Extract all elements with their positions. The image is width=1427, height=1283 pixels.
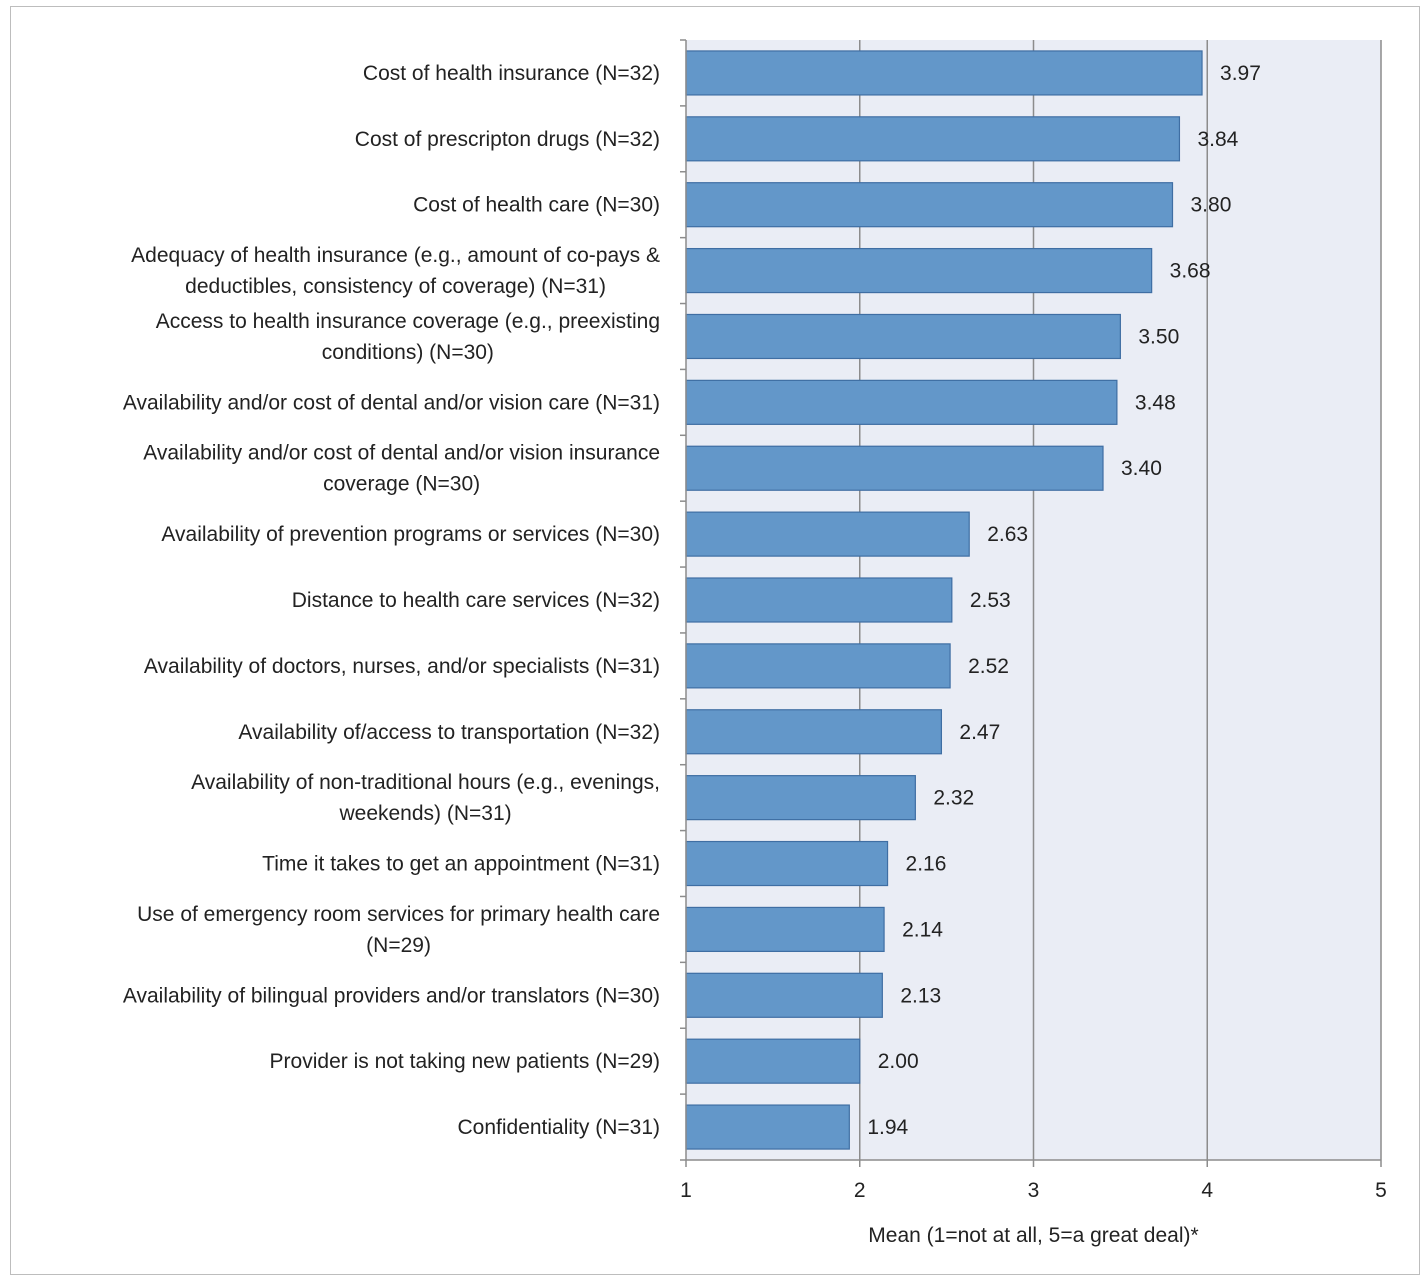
category-label: Cost of prescripton drugs (N=32): [355, 128, 660, 151]
category-labels: Cost of health insurance (N=32) Cost of p…: [123, 62, 660, 1139]
x-tick-label: 1: [680, 1179, 692, 1202]
bar: [685, 50, 1203, 96]
value-label: 3.84: [1197, 128, 1238, 151]
bar: [685, 445, 1104, 491]
value-label: 2.14: [902, 918, 943, 941]
value-label: 3.68: [1170, 260, 1211, 283]
category-label: Availability and/or cost of dental and/o…: [143, 442, 660, 496]
bars: [685, 50, 1203, 1150]
x-axis-title: Mean (1=not at all, 5=a great deal)*: [868, 1224, 1198, 1247]
category-label-line: coverage (N=30): [323, 473, 480, 496]
category-label: Adequacy of health insurance (e.g., amou…: [131, 244, 660, 298]
category-label-line: Cost of prescripton drugs (N=32): [355, 128, 660, 151]
bar: [685, 643, 951, 689]
value-label: 3.50: [1138, 325, 1179, 348]
category-label-line: conditions) (N=30): [322, 341, 494, 364]
value-label: 2.47: [959, 721, 1000, 744]
category-label: Time it takes to get an appointment (N=3…: [262, 853, 660, 876]
x-tick-label: 4: [1201, 1179, 1213, 1202]
category-label: Access to health insurance coverage (e.g…: [156, 310, 660, 364]
x-tick-label: 3: [1028, 1179, 1040, 1202]
bar: [685, 182, 1174, 228]
category-label-line: Distance to health care services (N=32): [292, 589, 660, 612]
category-label-line: Availability and/or cost of dental and/o…: [143, 442, 660, 465]
category-label-line: Availability of prevention programs or s…: [161, 523, 660, 546]
category-label: Availability of prevention programs or s…: [161, 523, 660, 546]
value-label: 3.48: [1135, 391, 1176, 414]
bar: [685, 511, 970, 557]
category-label-line: deductibles, consistency of coverage) (N…: [185, 275, 606, 298]
category-label: Availability of bilingual providers and/…: [123, 984, 660, 1007]
bar: [685, 313, 1121, 360]
category-label: Use of emergency room services for prima…: [137, 903, 660, 957]
category-label: Confidentiality (N=31): [457, 1116, 660, 1139]
bar: [685, 379, 1118, 425]
axes: [680, 39, 1382, 1167]
category-label: Availability of non-traditional hours (e…: [191, 771, 660, 825]
bar: [685, 972, 883, 1018]
category-label-line: Use of emergency room services for prima…: [137, 903, 660, 926]
value-label: 1.94: [867, 1116, 908, 1139]
category-label-line: Adequacy of health insurance (e.g., amou…: [131, 244, 660, 267]
value-label: 2.16: [906, 853, 947, 876]
category-label-line: Cost of health care (N=30): [413, 194, 660, 217]
bar: [685, 247, 1153, 294]
value-label: 3.40: [1121, 457, 1162, 480]
value-label: 3.80: [1191, 194, 1232, 217]
category-label-line: Availability and/or cost of dental and/o…: [123, 391, 660, 414]
category-label: Availability and/or cost of dental and/o…: [123, 391, 660, 414]
category-label: Distance to health care services (N=32): [292, 589, 660, 612]
value-label: 2.53: [970, 589, 1011, 612]
x-tick-labels: 1 2 3 4 5: [680, 1179, 1387, 1202]
category-label-line: Confidentiality (N=31): [457, 1116, 660, 1139]
category-label-line: Cost of health insurance (N=32): [363, 62, 660, 85]
value-label: 2.52: [968, 655, 1009, 678]
bar: [685, 577, 953, 623]
category-label-line: (N=29): [366, 934, 431, 957]
bar: [685, 1038, 861, 1084]
category-label: Cost of health insurance (N=32): [363, 62, 660, 85]
bar: [685, 1104, 850, 1150]
value-label: 2.63: [987, 523, 1028, 546]
value-label: 2.00: [878, 1050, 919, 1073]
bar: [685, 116, 1181, 162]
category-label-line: Availability of bilingual providers and/…: [123, 984, 660, 1007]
x-tick-label: 2: [854, 1179, 866, 1202]
category-label-line: Availability of non-traditional hours (e…: [191, 771, 660, 794]
bar: [685, 840, 889, 887]
bar: [685, 775, 916, 821]
category-label-line: Availability of doctors, nurses, and/or …: [144, 655, 660, 678]
category-label: Cost of health care (N=30): [413, 194, 660, 217]
value-label: 2.32: [933, 787, 974, 810]
category-label-line: weekends) (N=31): [338, 802, 511, 825]
value-labels: 3.97 3.84 3.80 3.68 3.50 3.48 3.40 2.63 2.53 2.52…: [867, 62, 1261, 1139]
category-label-line: Provider is not taking new patients (N=2…: [270, 1050, 660, 1073]
category-label-line: Time it takes to get an appointment (N=3…: [262, 853, 660, 876]
category-label: Provider is not taking new patients (N=2…: [270, 1050, 660, 1073]
category-label-line: Access to health insurance coverage (e.g…: [156, 310, 660, 333]
bar: [685, 906, 885, 953]
x-tick-label: 5: [1375, 1179, 1387, 1202]
category-label: Availability of/access to transportation…: [238, 721, 660, 744]
value-label: 2.13: [900, 984, 941, 1007]
category-label-line: Availability of/access to transportation…: [238, 721, 660, 744]
category-label: Availability of doctors, nurses, and/or …: [144, 655, 660, 678]
bar: [685, 709, 943, 755]
value-label: 3.97: [1220, 62, 1261, 85]
